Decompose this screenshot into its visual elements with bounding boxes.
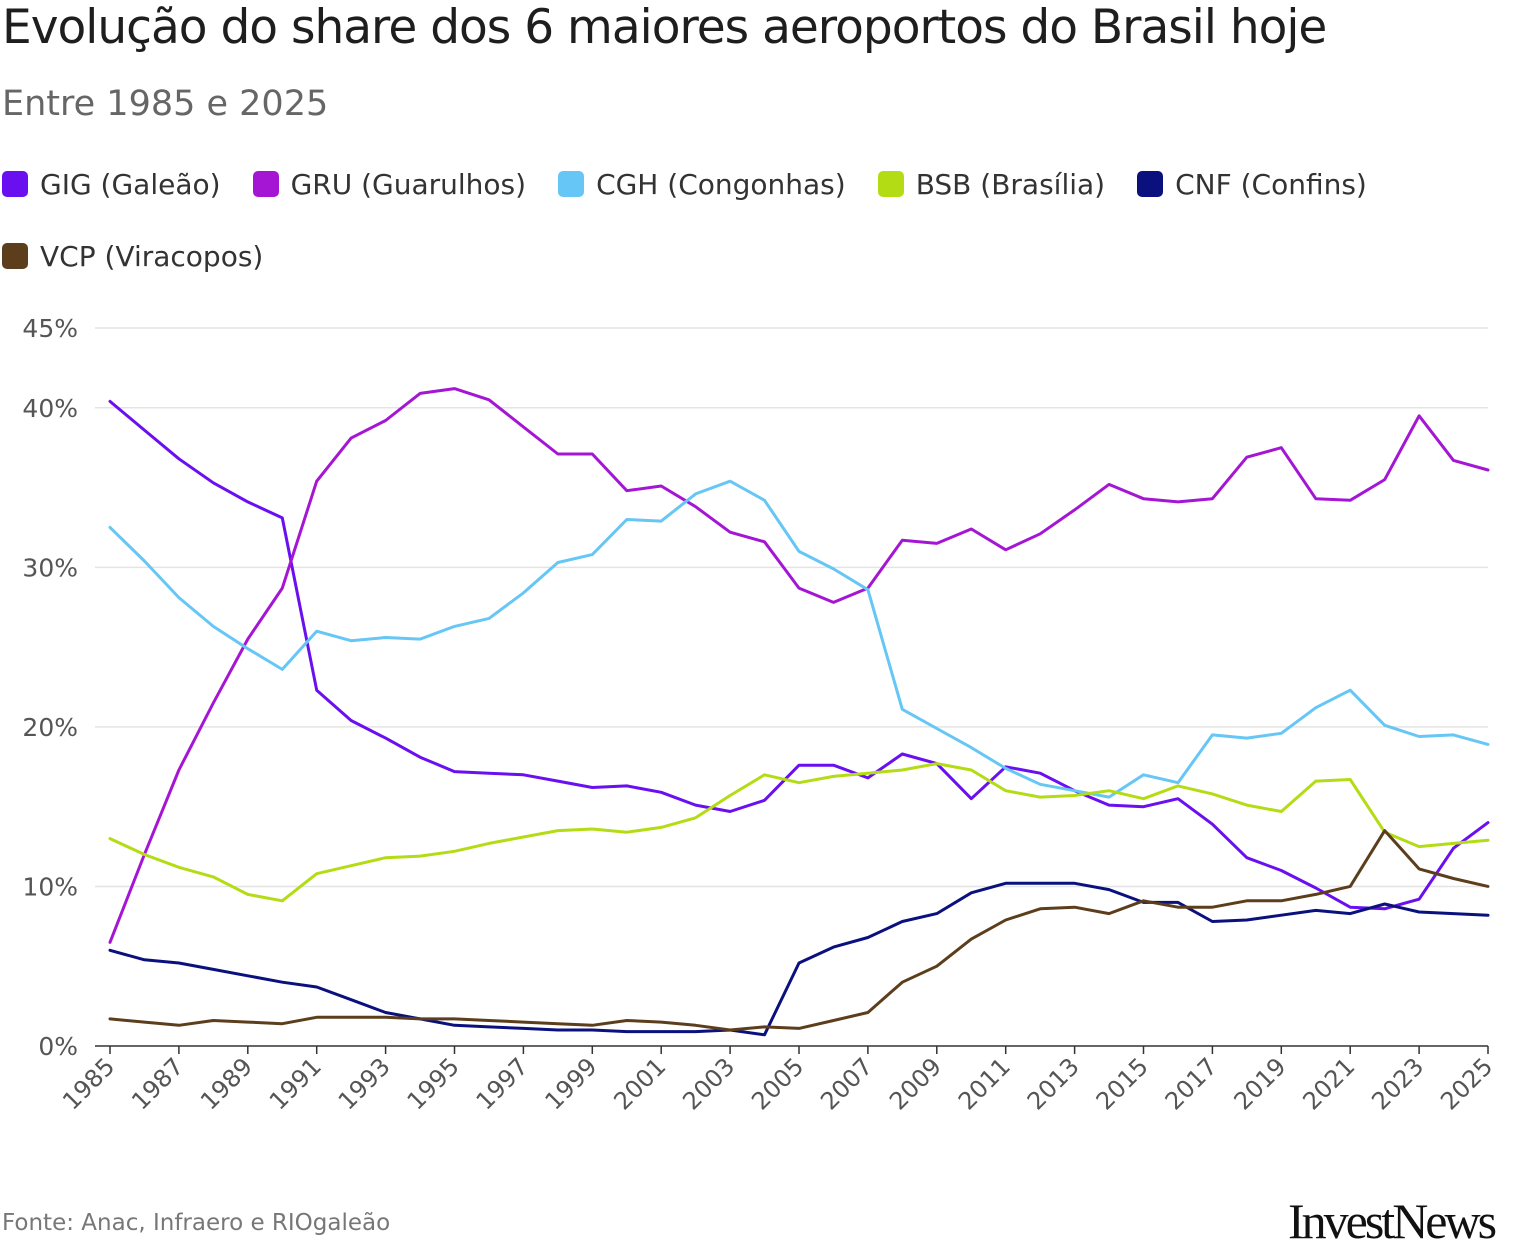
legend-item: CGH (Congonhas)	[558, 162, 846, 206]
legend-swatch	[1137, 171, 1164, 197]
legend-label: VCP (Viracopos)	[40, 239, 264, 273]
x-tick-label: 1987	[126, 1052, 189, 1115]
line-chart: 0%10%20%30%40%45%1985 1987 1989 1991 1993 199…	[22, 314, 1498, 1115]
legend-swatch	[252, 171, 279, 197]
y-tick-label: 30%	[22, 553, 78, 582]
x-tick-label: 2001	[608, 1052, 671, 1115]
chart-subtitle: Entre 1985 e 2025	[2, 84, 329, 124]
series-line	[108, 762, 1490, 903]
series-line	[108, 387, 1490, 944]
x-tick-label: 1995	[402, 1052, 465, 1115]
series-line	[108, 881, 1490, 1037]
x-tick-label: 2015	[1091, 1052, 1154, 1115]
legend-label: BSB (Brasília)	[915, 167, 1106, 201]
legend-swatch	[2, 171, 28, 197]
y-tick-label: 20%	[22, 713, 78, 742]
investnews-logo: InvestNews	[1288, 1193, 1497, 1249]
legend-label: CNF (Confins)	[1175, 167, 1367, 201]
x-tick-label: 1991	[264, 1052, 327, 1115]
y-tick-label: 0%	[38, 1032, 78, 1061]
legend-item: VCP (Viracopos)	[2, 234, 263, 278]
x-tick-label: 2009	[884, 1052, 947, 1115]
x-tick-label: 2023	[1366, 1052, 1429, 1115]
x-tick-label: 2025	[1435, 1052, 1498, 1115]
legend-item: GIG (Galeão)	[2, 162, 221, 206]
legend-label: GIG (Galeão)	[40, 167, 221, 201]
x-tick-label: 2011	[953, 1052, 1016, 1115]
source-note: Fonte: Anac, Infraero e RIOgaleão	[2, 1210, 391, 1236]
legend-swatch	[558, 171, 585, 197]
legend-swatch	[2, 243, 28, 269]
x-tick-label: 1989	[195, 1052, 258, 1115]
y-tick-label: 10%	[22, 872, 78, 901]
x-tick-label: 2017	[1160, 1052, 1223, 1115]
y-tick-label: 45%	[22, 314, 78, 343]
legend-label: GRU (Guarulhos)	[290, 167, 527, 201]
x-tick-label: 1993	[333, 1052, 396, 1115]
x-tick-label: 2005	[746, 1052, 809, 1115]
legend-item: GRU (Guarulhos)	[252, 162, 527, 206]
legend-swatch	[877, 171, 904, 197]
legend-item: BSB (Brasília)	[877, 162, 1106, 206]
series-line	[108, 479, 1490, 799]
series-line	[108, 829, 1490, 1032]
x-tick-label: 1997	[471, 1052, 534, 1115]
legend-label: CGH (Congonhas)	[596, 167, 846, 201]
x-tick-label: 2003	[677, 1052, 740, 1115]
x-tick-label: 2019	[1229, 1052, 1292, 1115]
legend-item: CNF (Confins)	[1137, 162, 1367, 206]
series-line	[108, 399, 1490, 911]
x-tick-label: 1999	[540, 1052, 603, 1115]
y-tick-label: 40%	[22, 394, 78, 423]
legend: GIG (Galeão) GRU (Guarulhos) CGH (Congonha…	[2, 162, 1452, 278]
chart-title: Evolução do share dos 6 maiores aeroport…	[2, 0, 1327, 55]
x-tick-label: 2013	[1022, 1052, 1085, 1115]
x-tick-label: 1985	[57, 1052, 120, 1115]
x-tick-label: 2007	[815, 1052, 878, 1115]
x-tick-label: 2021	[1297, 1052, 1360, 1115]
